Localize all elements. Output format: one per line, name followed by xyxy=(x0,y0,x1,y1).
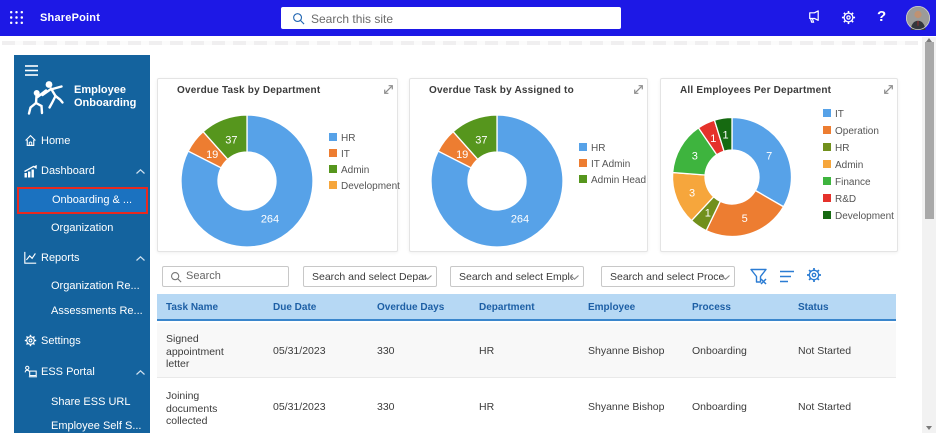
svg-text:264: 264 xyxy=(261,213,279,225)
svg-text:37: 37 xyxy=(225,135,237,147)
svg-text:3: 3 xyxy=(692,150,698,162)
svg-text:7: 7 xyxy=(766,150,772,162)
svg-text:1: 1 xyxy=(710,133,716,145)
svg-text:1: 1 xyxy=(723,129,729,141)
svg-text:5: 5 xyxy=(742,213,748,225)
svg-text:37: 37 xyxy=(475,135,487,147)
svg-text:19: 19 xyxy=(456,149,468,161)
svg-text:264: 264 xyxy=(511,213,529,225)
svg-text:1: 1 xyxy=(705,207,711,219)
svg-text:19: 19 xyxy=(206,149,218,161)
svg-text:3: 3 xyxy=(689,188,695,200)
